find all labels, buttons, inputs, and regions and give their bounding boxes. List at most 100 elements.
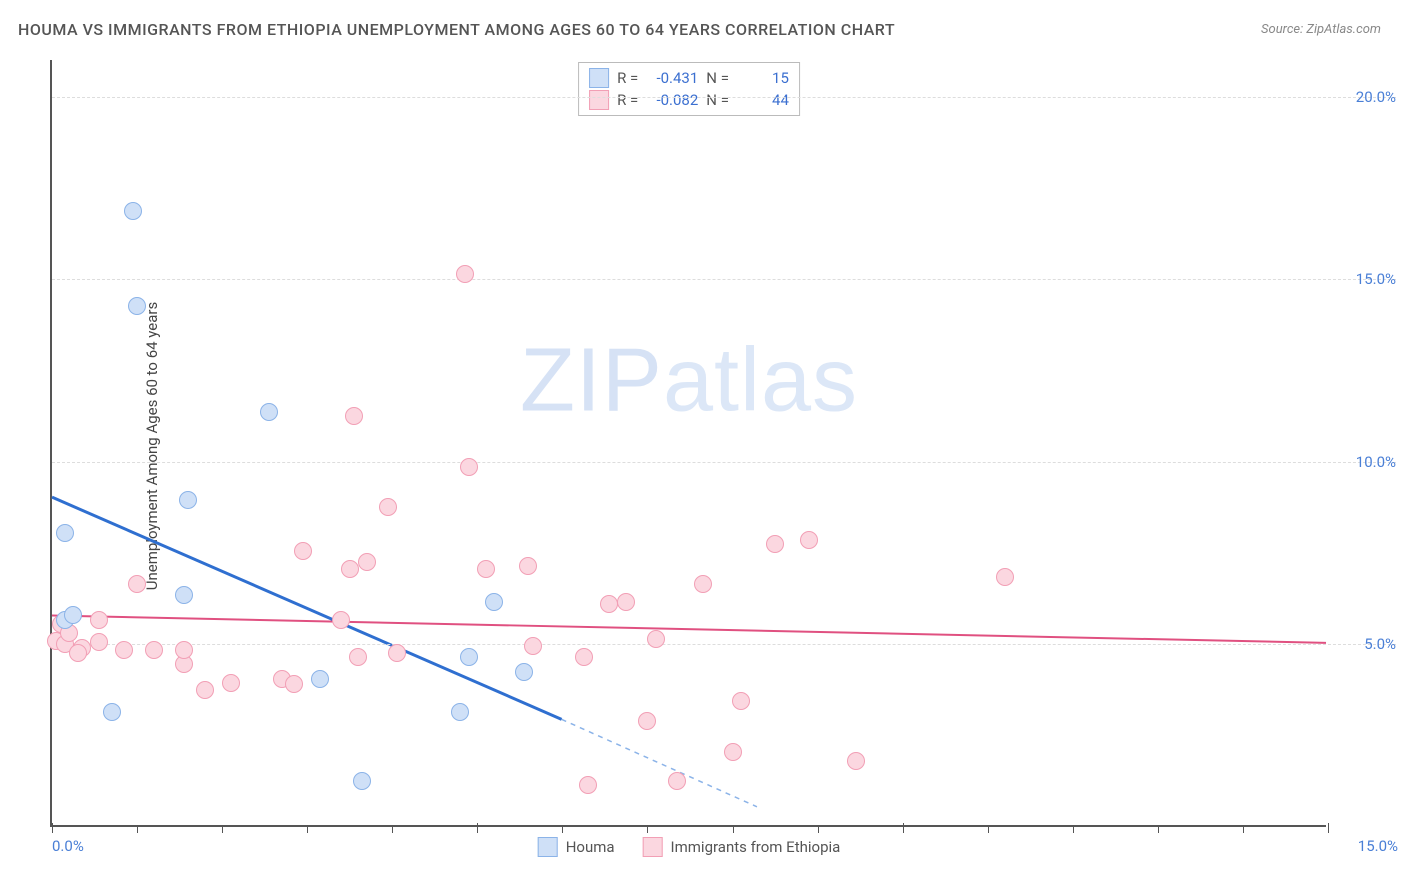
scatter-point (353, 772, 371, 790)
scatter-point (388, 644, 406, 662)
x-minor-tick (137, 825, 138, 833)
scatter-point (115, 641, 133, 659)
scatter-point (69, 644, 87, 662)
scatter-point (179, 491, 197, 509)
legend-item-houma: Houma (538, 837, 615, 857)
legend-label-ethiopia: Immigrants from Ethiopia (671, 838, 841, 856)
n-label: N = (706, 69, 729, 87)
r-value-ethiopia: -0.082 (646, 91, 698, 109)
legend-swatch-houma-2 (538, 837, 558, 857)
legend-swatch-ethiopia (589, 90, 609, 110)
legend-item-ethiopia: Immigrants from Ethiopia (643, 837, 841, 857)
x-minor-tick (562, 825, 563, 833)
scatter-point (800, 531, 818, 549)
trend-lines-svg (52, 60, 1326, 825)
scatter-point (349, 648, 367, 666)
scatter-point (260, 403, 278, 421)
scatter-point (766, 535, 784, 553)
x-minor-tick (647, 825, 648, 833)
scatter-point (694, 575, 712, 593)
scatter-point (145, 641, 163, 659)
legend-label-houma: Houma (566, 838, 615, 856)
scatter-point (724, 743, 742, 761)
scatter-point (519, 557, 537, 575)
trend-line (562, 719, 757, 806)
scatter-point (485, 593, 503, 611)
scatter-point (341, 560, 359, 578)
x-minor-tick (1073, 825, 1074, 833)
legend-swatch-ethiopia-2 (643, 837, 663, 857)
n-label-2: N = (706, 91, 729, 109)
x-minor-tick (392, 825, 393, 833)
legend-series: Houma Immigrants from Ethiopia (538, 837, 841, 857)
scatter-point (451, 703, 469, 721)
scatter-point (460, 458, 478, 476)
scatter-point (175, 641, 193, 659)
scatter-point (996, 568, 1014, 586)
gridline-horizontal (52, 279, 1396, 280)
scatter-point (332, 611, 350, 629)
x-minor-tick (307, 825, 308, 833)
x-minor-tick (988, 825, 989, 833)
scatter-point (90, 633, 108, 651)
scatter-point (579, 776, 597, 794)
y-tick-label: 10.0% (1356, 453, 1396, 471)
scatter-point (64, 606, 82, 624)
x-minor-tick (818, 825, 819, 833)
scatter-point (477, 560, 495, 578)
scatter-point (311, 670, 329, 688)
scatter-point (285, 675, 303, 693)
y-tick-label: 15.0% (1356, 270, 1396, 288)
chart-container: HOUMA VS IMMIGRANTS FROM ETHIOPIA UNEMPL… (0, 0, 1406, 892)
scatter-point (196, 681, 214, 699)
scatter-point (847, 752, 865, 770)
scatter-point (456, 265, 474, 283)
x-tick (477, 823, 478, 833)
legend-swatch-houma (589, 68, 609, 88)
scatter-point (647, 630, 665, 648)
scatter-point (358, 553, 376, 571)
scatter-point (638, 712, 656, 730)
x-minor-tick (1158, 825, 1159, 833)
scatter-point (668, 772, 686, 790)
r-value-houma: -0.431 (646, 69, 698, 87)
plot-area: ZIPatlas R = -0.431 N = 15 R = -0.082 N … (50, 60, 1326, 827)
trend-line (52, 497, 562, 719)
x-tick (903, 823, 904, 833)
chart-title: HOUMA VS IMMIGRANTS FROM ETHIOPIA UNEMPL… (18, 20, 895, 39)
n-value-houma: 15 (737, 69, 789, 87)
scatter-point (732, 692, 750, 710)
scatter-point (515, 663, 533, 681)
scatter-point (103, 703, 121, 721)
x-minor-tick (733, 825, 734, 833)
n-value-ethiopia: 44 (737, 91, 789, 109)
scatter-point (222, 674, 240, 692)
gridline-horizontal (52, 462, 1396, 463)
x-tick (52, 823, 53, 833)
scatter-point (575, 648, 593, 666)
legend-stats-row-2: R = -0.082 N = 44 (589, 89, 789, 111)
y-tick-label: 5.0% (1364, 635, 1396, 653)
x-minor-tick (222, 825, 223, 833)
r-label: R = (617, 69, 638, 87)
gridline-horizontal (52, 644, 1396, 645)
x-tick (1328, 823, 1329, 833)
scatter-point (617, 593, 635, 611)
scatter-point (600, 595, 618, 613)
scatter-point (379, 498, 397, 516)
scatter-point (460, 648, 478, 666)
legend-stats-row-1: R = -0.431 N = 15 (589, 67, 789, 89)
scatter-point (128, 297, 146, 315)
scatter-point (128, 575, 146, 593)
x-tick-label: 15.0% (1358, 837, 1398, 855)
scatter-point (524, 637, 542, 655)
source-attribution: Source: ZipAtlas.com (1261, 22, 1381, 37)
scatter-point (124, 202, 142, 220)
scatter-point (56, 524, 74, 542)
scatter-point (90, 611, 108, 629)
y-tick-label: 20.0% (1356, 88, 1396, 106)
trend-line (52, 616, 1326, 643)
x-tick-label: 0.0% (52, 837, 84, 855)
legend-stats: R = -0.431 N = 15 R = -0.082 N = 44 (578, 62, 800, 116)
gridline-horizontal (52, 97, 1396, 98)
